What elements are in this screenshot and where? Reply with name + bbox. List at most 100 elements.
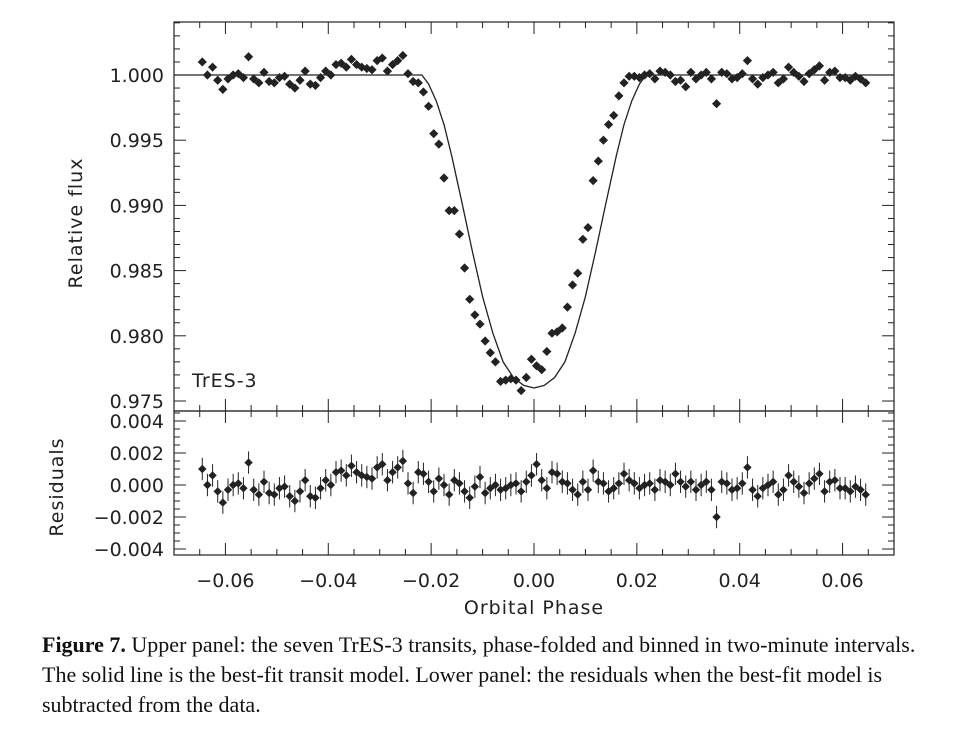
- upper-y-ticks: 1.000 0.995 0.990 0.985 0.980 0.975: [110, 22, 894, 413]
- flux-point: [387, 59, 398, 70]
- residual-point: [213, 487, 222, 496]
- flux-point: [835, 73, 845, 83]
- flux-point: [840, 73, 850, 83]
- flux-point: [537, 365, 547, 375]
- flux-point: [465, 294, 475, 304]
- residual-point: [419, 469, 428, 478]
- flux-point: [778, 74, 789, 84]
- residual-point: [491, 480, 500, 490]
- residual-point: [619, 469, 629, 478]
- flux-point: [645, 69, 655, 79]
- flux-point: [578, 234, 588, 244]
- y-tick-label: 0.004: [110, 411, 164, 433]
- residual-point: [707, 485, 716, 494]
- residual-point: [614, 479, 624, 488]
- flux-point: [238, 73, 249, 83]
- residual-point: [311, 493, 320, 502]
- y-tick-label: 1.000: [110, 65, 164, 87]
- residual-point: [563, 479, 572, 488]
- flux-point: [372, 56, 382, 66]
- flux-point: [377, 53, 387, 63]
- flux-point: [485, 348, 495, 358]
- residual-point: [326, 480, 336, 490]
- flux-point: [429, 129, 439, 139]
- residual-point: [506, 480, 516, 490]
- flux-point: [274, 73, 285, 83]
- flux-point: [444, 206, 454, 216]
- flux-point: [279, 71, 290, 81]
- x-tick-label: −0.06: [196, 570, 254, 592]
- residual-point: [799, 488, 809, 498]
- residual-point: [234, 479, 243, 488]
- residual-point: [768, 477, 778, 486]
- flux-point: [439, 173, 449, 183]
- lower-y-ticks: 0.004 0.002 0.000 −0.002 −0.004: [94, 411, 894, 561]
- flux-point: [264, 76, 274, 87]
- residual-point: [748, 485, 757, 494]
- flux-point: [218, 84, 228, 94]
- residual-point: [198, 464, 207, 474]
- flux-point: [629, 71, 639, 81]
- residual-point: [398, 456, 408, 466]
- residual-point: [743, 463, 752, 472]
- residual-point: [429, 487, 438, 496]
- residual-point: [558, 477, 567, 486]
- residual-point: [316, 484, 325, 493]
- residual-point: [820, 487, 829, 496]
- flux-point: [855, 74, 866, 84]
- lower-x-ticks: −0.06 −0.04 −0.02 0.00 0.02 0.04 0.06: [173, 411, 895, 592]
- flux-point: [454, 229, 465, 239]
- residual-point: [223, 485, 233, 494]
- flux-point: [603, 119, 614, 130]
- residual-point: [686, 477, 696, 486]
- residual-point: [717, 477, 726, 486]
- flux-point: [490, 357, 501, 367]
- residual-point: [300, 476, 310, 485]
- flux-point: [650, 74, 660, 84]
- flux-point: [783, 62, 794, 72]
- residual-point: [861, 490, 870, 499]
- flux-point: [850, 71, 861, 81]
- residual-point: [552, 469, 562, 478]
- residual-point: [439, 480, 449, 490]
- y-tick-label: −0.004: [94, 539, 164, 561]
- flux-point: [711, 99, 722, 109]
- residual-point: [290, 496, 300, 506]
- residual-point: [249, 485, 258, 494]
- flux-point: [861, 78, 871, 88]
- residual-point: [259, 477, 269, 486]
- x-tick-label: 0.04: [719, 570, 761, 592]
- flux-point: [459, 263, 470, 273]
- residual-point: [532, 460, 541, 469]
- figure-caption: Figure 7. Upper panel: the seven TrES-3 …: [42, 630, 922, 720]
- flux-point: [315, 73, 326, 83]
- flux-point: [583, 222, 593, 233]
- residual-point: [583, 485, 593, 494]
- upper-x-ticks: [173, 22, 895, 411]
- x-tick-label: −0.02: [402, 570, 460, 592]
- flux-point: [614, 91, 624, 101]
- residual-point: [542, 484, 552, 493]
- residual-point: [460, 487, 469, 496]
- flux-point: [825, 67, 835, 77]
- flux-point: [768, 67, 778, 77]
- flux-point: [511, 375, 521, 385]
- flux-point: [480, 336, 490, 346]
- flux-point: [814, 61, 825, 71]
- residual-point: [527, 471, 536, 480]
- residual-point: [630, 479, 639, 488]
- residual-point: [594, 477, 603, 486]
- residual-point: [815, 469, 824, 478]
- flux-point: [799, 76, 809, 87]
- flux-point: [717, 67, 727, 77]
- y-tick-label: −0.002: [94, 507, 164, 529]
- flux-point: [794, 71, 804, 81]
- flux-point: [737, 69, 747, 79]
- residual-point: [856, 485, 865, 494]
- flux-point: [259, 67, 269, 77]
- flux-point: [243, 52, 254, 62]
- flux-point: [449, 206, 459, 216]
- flux-point: [732, 73, 742, 83]
- flux-point: [336, 58, 346, 68]
- lower-y-axis-title: Residuals: [46, 437, 68, 536]
